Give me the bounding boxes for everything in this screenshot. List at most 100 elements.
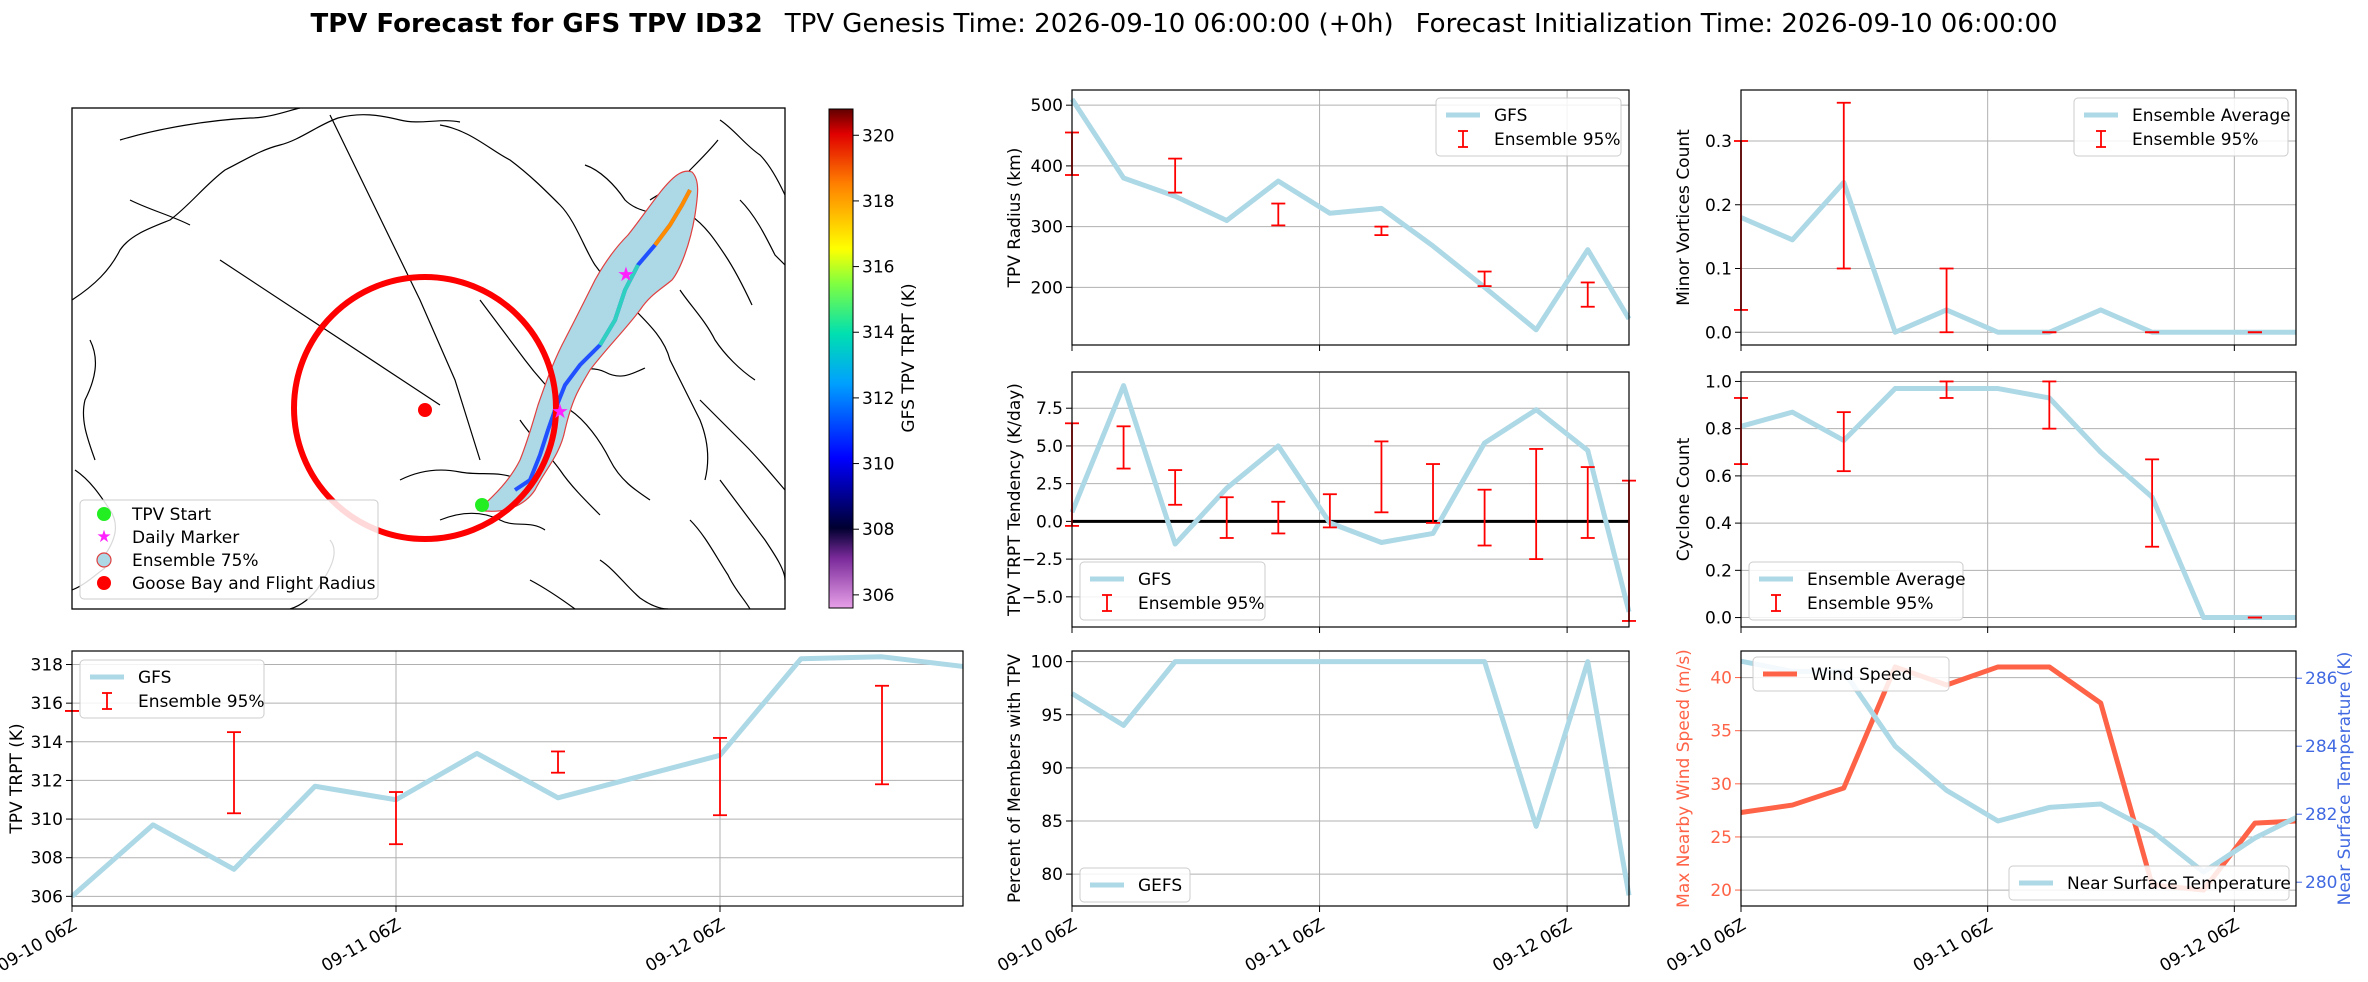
colorbar-tick-label: 310 — [862, 455, 894, 475]
y-tick-label: 30 — [1710, 775, 1732, 795]
y-tick-label: 90 — [1041, 759, 1063, 779]
y-tick-label: 0.0 — [1705, 323, 1732, 343]
y-axis-label: Max Nearby Wind Speed (m/s) — [1674, 649, 1694, 908]
legend-box — [2008, 865, 2290, 901]
legend-minor: Ensemble Average Ensemble 95% — [2073, 97, 2291, 157]
plot-frame — [71, 650, 964, 907]
y-tick-label: 312 — [31, 771, 63, 791]
legend-cyclone: Ensemble Average Ensemble 95% — [1748, 561, 1966, 621]
y-tick-label: 0.1 — [1705, 260, 1732, 280]
y-tick-label: 0.3 — [1705, 132, 1732, 152]
plot-frame — [1740, 650, 2297, 907]
y-tick-label: −5.0 — [1022, 588, 1063, 608]
error-bar — [551, 750, 565, 774]
map-legend: TPV Start ★ Daily Marker Ensemble 75% Go… — [79, 499, 379, 600]
series-line-gfs — [1069, 97, 1632, 333]
title-bold: TPV Forecast for GFS TPV ID32 — [310, 9, 762, 39]
legend-start-label: TPV Start — [131, 505, 212, 525]
error-bar — [2042, 380, 2057, 430]
x-tick-label: 09-11 06Z — [1910, 915, 1996, 976]
y-axis-label: TPV TRPT Tendency (K/day) — [1005, 383, 1025, 617]
legend-marker-icon: ★ — [96, 527, 111, 547]
legend-errorbar-icon — [1458, 130, 1468, 148]
y-tick-label: 318 — [31, 656, 63, 676]
legend-box — [1435, 97, 1622, 157]
error-bar — [1116, 425, 1131, 470]
error-bar — [227, 731, 241, 815]
legend-goose-icon — [97, 576, 111, 590]
colorbar-tick-label: 308 — [862, 520, 894, 540]
y-tick-label: 0.0 — [1036, 512, 1063, 532]
error-bar — [875, 684, 889, 786]
legend-box — [1748, 561, 1964, 621]
legend-percent: GEFS — [1079, 867, 1191, 903]
chart-minor: 0.0 0.1 0.2 0.3 Minor Vortices Count Ensemble… — [1674, 89, 2297, 351]
y-tick-label: −2.5 — [1022, 550, 1063, 570]
legend-errorbar-icon — [1102, 594, 1112, 612]
y-tick-label: 308 — [31, 849, 63, 869]
y-tick-label: 80 — [1041, 865, 1063, 885]
error-bar — [1836, 101, 1851, 270]
y-tick-label: 200 — [1031, 278, 1063, 298]
y-tick-label: 5.0 — [1036, 437, 1063, 457]
y-tick-label: 85 — [1041, 812, 1063, 832]
map-panel: ★ ★ TPV Start ★ Daily Marker Ensemble 75… — [71, 107, 919, 610]
figure-title: TPV Forecast for GFS TPV ID32 TPV Genesis… — [310, 9, 2057, 39]
y2-tick-label: 282 — [2305, 805, 2337, 825]
map-coastlines — [72, 108, 785, 609]
legend-label: Ensemble 95% — [2132, 130, 2259, 150]
x-tick-label: 09-11 06Z — [1242, 915, 1328, 976]
y-tick-label: 7.5 — [1036, 399, 1063, 419]
legend-goose-label: Goose Bay and Flight Radius — [132, 574, 376, 594]
legend-box — [1752, 656, 1950, 692]
y-tick-label: 1.0 — [1705, 372, 1732, 392]
y-tick-label: 500 — [1031, 96, 1063, 116]
error-bar — [1477, 270, 1492, 288]
title-genesis: TPV Genesis Time: 2026-09-10 06:00:00 (+… — [784, 9, 1394, 39]
error-bar — [1580, 466, 1595, 539]
y-tick-label: 35 — [1710, 722, 1732, 742]
error-bar — [1580, 281, 1595, 308]
y-tick-label: 100 — [1031, 653, 1063, 673]
y-tick-label: 95 — [1041, 706, 1063, 726]
x-tick-label: 09-10 06Z — [0, 915, 81, 976]
series-line-gfs — [70, 654, 964, 899]
legend-label: Ensemble 95% — [1138, 594, 1265, 614]
y2-axis-label: Near Surface Temperature (K) — [2335, 652, 2355, 906]
legend-start-icon — [97, 507, 111, 521]
error-bar — [1939, 380, 1954, 399]
plot-frame — [1071, 89, 1630, 346]
legend-label: Ensemble Average — [1807, 570, 1966, 590]
legend-label: GEFS — [1138, 876, 1182, 896]
plot-frame — [1071, 371, 1630, 628]
y-tick-label: 314 — [31, 733, 63, 753]
error-bar — [713, 737, 727, 817]
legend-label: Ensemble 95% — [1494, 130, 1621, 150]
y-tick-label: 0.0 — [1705, 609, 1732, 629]
series-line-gfs — [1069, 383, 1632, 613]
error-bar — [1836, 411, 1851, 473]
plot-area — [1741, 651, 2296, 906]
legend-trpt: GFS Ensemble 95% — [79, 659, 265, 719]
y-tick-label: 306 — [31, 887, 63, 907]
error-bar — [1168, 469, 1183, 506]
error-bar — [1271, 500, 1286, 535]
y-tick-label: 20 — [1710, 881, 1732, 901]
plot-frame — [1740, 371, 2297, 628]
legend-marker-label: Daily Marker — [132, 528, 239, 548]
legend-label: GFS — [1138, 570, 1171, 590]
legend-tendency: GFS Ensemble 95% — [1079, 561, 1266, 621]
error-bar — [1219, 496, 1234, 539]
y-tick-label: 25 — [1710, 828, 1732, 848]
legend-wind: Wind Speed — [1752, 656, 1950, 692]
x-tick-label: 09-10 06Z — [1663, 915, 1749, 976]
colorbar-tick-label: 314 — [862, 323, 894, 343]
chart-percent: 09-10 06Z 09-11 06Z 09-12 06Z 80 85 90 95 100 Pe… — [994, 650, 1632, 976]
error-bar — [1374, 225, 1389, 237]
legend-box — [1079, 561, 1266, 621]
daily-marker-1: ★ — [551, 399, 569, 423]
series-line-ensemble-average — [1740, 386, 2296, 621]
legend-temp: Near Surface Temperature — [2008, 865, 2291, 901]
title-init: Forecast Initialization Time: 2026-09-10… — [1416, 9, 2058, 39]
legend-label: Ensemble Average — [2132, 106, 2291, 126]
